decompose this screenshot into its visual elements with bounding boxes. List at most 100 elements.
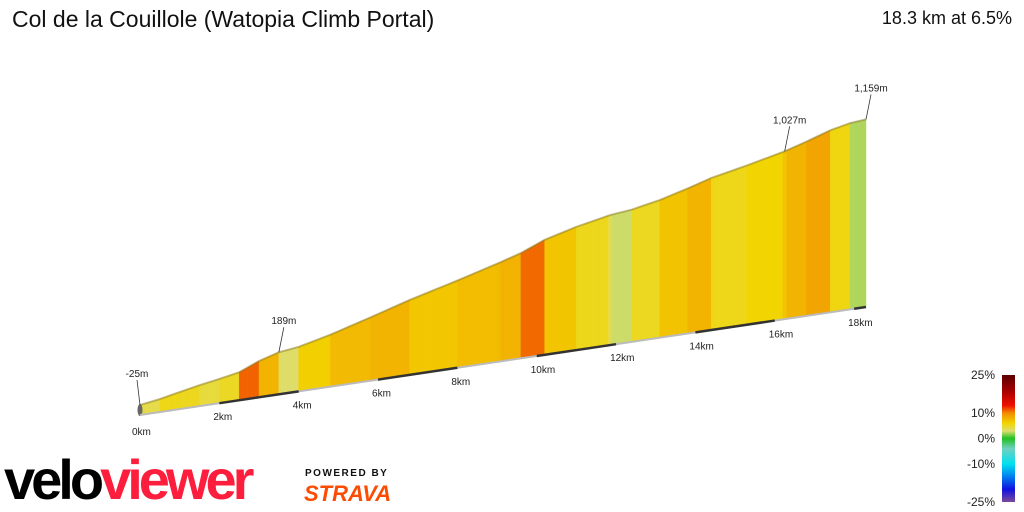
profile-segment xyxy=(703,179,708,332)
x-tick-label: 16km xyxy=(769,330,793,341)
profile-segment xyxy=(834,127,839,312)
baseline-km-band xyxy=(853,305,867,311)
profile-segment xyxy=(270,353,276,396)
profile-segment xyxy=(588,221,593,349)
profile-segment xyxy=(203,382,208,406)
profile-segment xyxy=(326,334,331,388)
profile-segment xyxy=(599,216,605,347)
profile-segment xyxy=(496,261,502,363)
profile-segment xyxy=(838,125,843,312)
profile-segment xyxy=(167,394,172,412)
profile-segment xyxy=(409,298,414,376)
profile-segment xyxy=(179,390,184,410)
profile-segment xyxy=(338,329,343,386)
profile-segment xyxy=(389,306,395,379)
annotation-leader xyxy=(784,126,791,152)
profile-segment xyxy=(655,199,660,339)
profile-segment xyxy=(250,362,256,399)
profile-segment xyxy=(675,191,680,336)
profile-segment xyxy=(262,357,268,397)
profile-segment xyxy=(235,371,240,402)
profile-segment xyxy=(453,280,458,369)
profile-segment xyxy=(469,273,474,367)
profile-segment xyxy=(730,169,736,328)
elevation-annotation: -25m xyxy=(126,369,149,380)
profile-segment xyxy=(611,213,617,346)
legend-tick-label: -10% xyxy=(967,457,995,471)
profile-segment xyxy=(715,174,720,330)
profile-segment xyxy=(536,241,541,357)
profile-segment xyxy=(778,151,783,321)
profile-segment xyxy=(540,239,545,356)
profile-segment xyxy=(619,211,625,344)
profile-segment xyxy=(786,148,791,320)
profile-segment xyxy=(282,349,287,394)
climb-summary: 18.3 km at 6.5% xyxy=(881,8,1012,28)
profile-segment xyxy=(596,218,601,348)
profile-segment xyxy=(381,310,387,380)
profile-segment xyxy=(393,304,399,378)
profile-top-edge xyxy=(139,118,867,406)
baseline-km-band xyxy=(377,366,458,381)
profile-segment xyxy=(623,210,629,344)
x-tick-label: 6km xyxy=(372,389,391,400)
profile-segment xyxy=(369,315,375,382)
legend-tick-label: 0% xyxy=(978,432,996,446)
profile-segment xyxy=(635,206,641,342)
elevation-annotation: 189m xyxy=(271,316,296,327)
profile-segment xyxy=(774,153,779,321)
profile-segment xyxy=(738,166,744,327)
profile-segment xyxy=(810,137,815,316)
profile-segment xyxy=(401,301,407,377)
profile-segment xyxy=(802,141,807,317)
profile-segment xyxy=(572,226,577,351)
profile-segment xyxy=(465,275,470,367)
profile-segment xyxy=(814,135,819,315)
profile-segment xyxy=(861,119,867,308)
profile-segment xyxy=(290,347,295,393)
elevation-annotations: -25m 189m 1,027m 1,159m xyxy=(126,83,888,406)
profile-segment xyxy=(830,128,835,313)
profile-segment xyxy=(524,248,529,358)
legend-tick-label: -25% xyxy=(967,495,995,509)
profile-segment xyxy=(211,379,216,405)
x-tick-label: 0km xyxy=(132,427,151,438)
profile-segment xyxy=(520,250,526,359)
x-tick-label: 4km xyxy=(293,400,312,411)
baseline-km-band xyxy=(536,342,617,358)
profile-segment xyxy=(302,343,307,392)
profile-segment xyxy=(480,268,486,365)
page-title: Col de la Couillole (Watopia Climb Porta… xyxy=(12,6,435,32)
profile-segment xyxy=(294,346,299,393)
profile-segment xyxy=(548,236,553,355)
profile-segment xyxy=(385,308,391,379)
grade-legend: 25% 10% 0% -10% -25% xyxy=(967,368,1015,509)
profile-segment xyxy=(238,369,244,401)
profile-segment xyxy=(306,342,311,391)
profile-segment xyxy=(437,286,442,371)
annotation-leader xyxy=(136,379,141,406)
profile-segment xyxy=(508,256,514,361)
profile-segment xyxy=(528,246,533,358)
profile-segment xyxy=(798,143,803,318)
profile-segment xyxy=(695,182,700,333)
profile-segment xyxy=(231,373,236,402)
profile-segment xyxy=(377,311,383,380)
profile-segment xyxy=(627,209,633,343)
profile-segment xyxy=(679,189,684,335)
profile-segment xyxy=(354,322,359,384)
profile-segment xyxy=(742,165,748,326)
profile-segment xyxy=(441,285,446,371)
profile-segment xyxy=(492,263,498,363)
profile-segment xyxy=(274,351,280,396)
profile-segment xyxy=(504,258,510,361)
profile-segment xyxy=(726,170,732,328)
baseline-km-band xyxy=(695,319,775,334)
profile-segment xyxy=(330,332,335,387)
profile-segment xyxy=(246,365,252,400)
profile-segment xyxy=(334,330,339,387)
profile-segment xyxy=(429,289,434,373)
profile-segment xyxy=(841,124,847,311)
x-tick-label: 12km xyxy=(610,353,634,364)
